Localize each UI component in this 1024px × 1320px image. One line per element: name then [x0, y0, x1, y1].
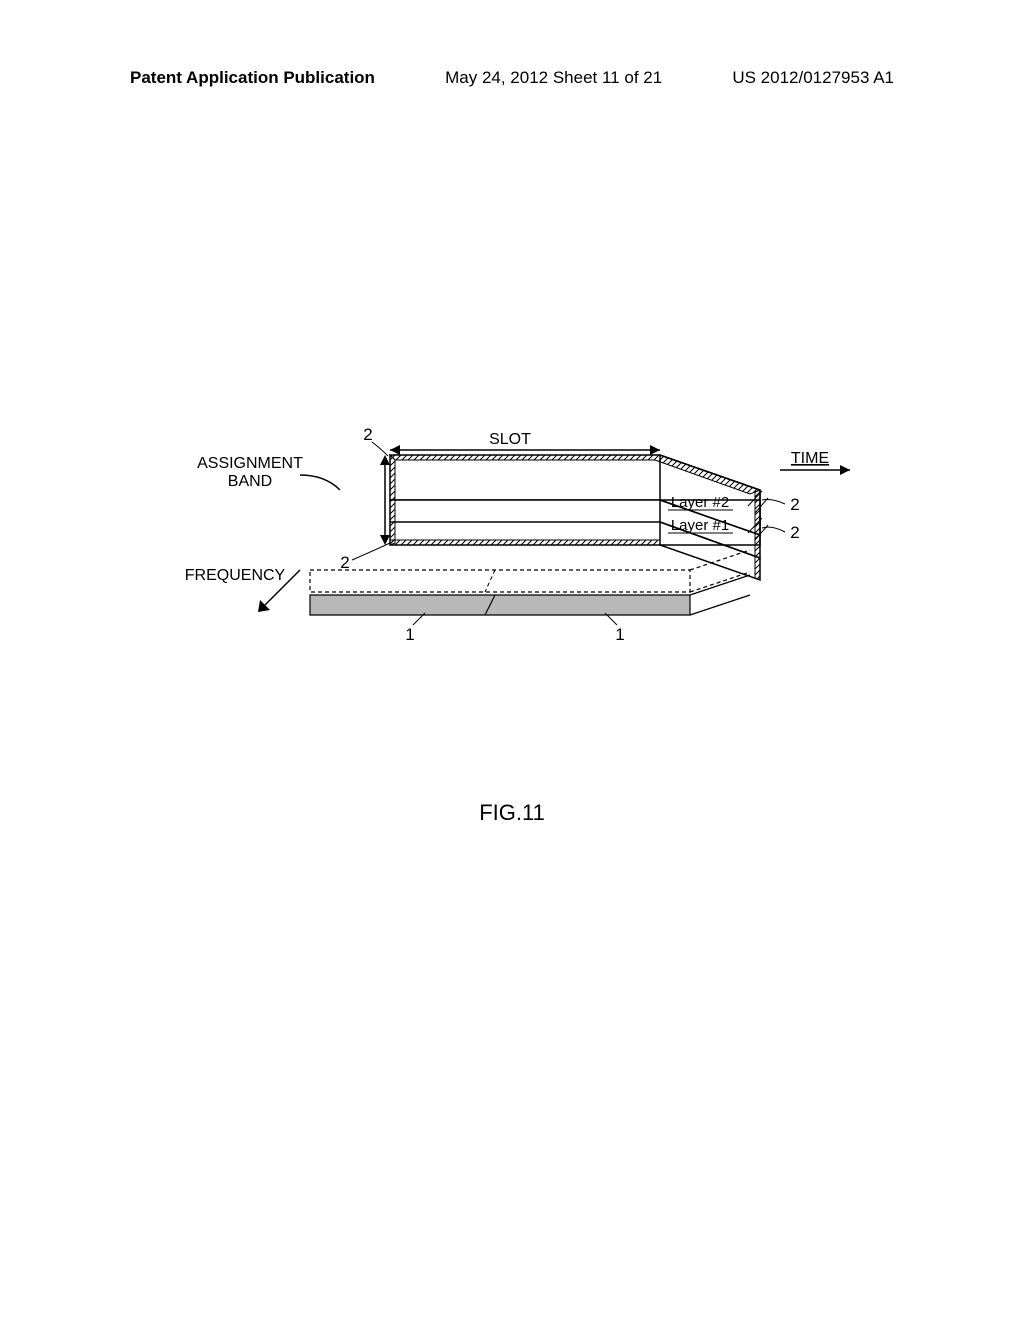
page-header: Patent Application Publication May 24, 2…	[0, 68, 1024, 88]
ref-2-left: 2	[340, 553, 349, 572]
label-slot: SLOT	[489, 431, 531, 448]
ref-1-left: 1	[405, 625, 414, 644]
ref-2-right-bottom: 2	[790, 523, 799, 542]
header-publication: Patent Application Publication	[130, 68, 375, 88]
ref-1-right: 1	[615, 625, 624, 644]
label-layer-1: Layer #1	[671, 517, 729, 534]
label-frequency: FREQUENCY	[185, 567, 286, 584]
label-assignment-band-2: BAND	[228, 473, 272, 490]
label-time: TIME	[791, 450, 829, 467]
label-assignment-band-1: ASSIGNMENT	[197, 455, 303, 472]
diagram-svg: SLOT TIME ASSIGNMENT BAND FREQUENCY Laye…	[130, 420, 890, 680]
ref-2-top: 2	[363, 425, 372, 444]
ref-2-right-top: 2	[790, 495, 799, 514]
diagram: SLOT TIME ASSIGNMENT BAND FREQUENCY Laye…	[130, 420, 890, 670]
figure-label: FIG.11	[0, 800, 1024, 826]
header-doc-number: US 2012/0127953 A1	[732, 68, 894, 88]
header-date-sheet: May 24, 2012 Sheet 11 of 21	[445, 68, 662, 88]
label-layer-2: Layer #2	[671, 494, 729, 511]
